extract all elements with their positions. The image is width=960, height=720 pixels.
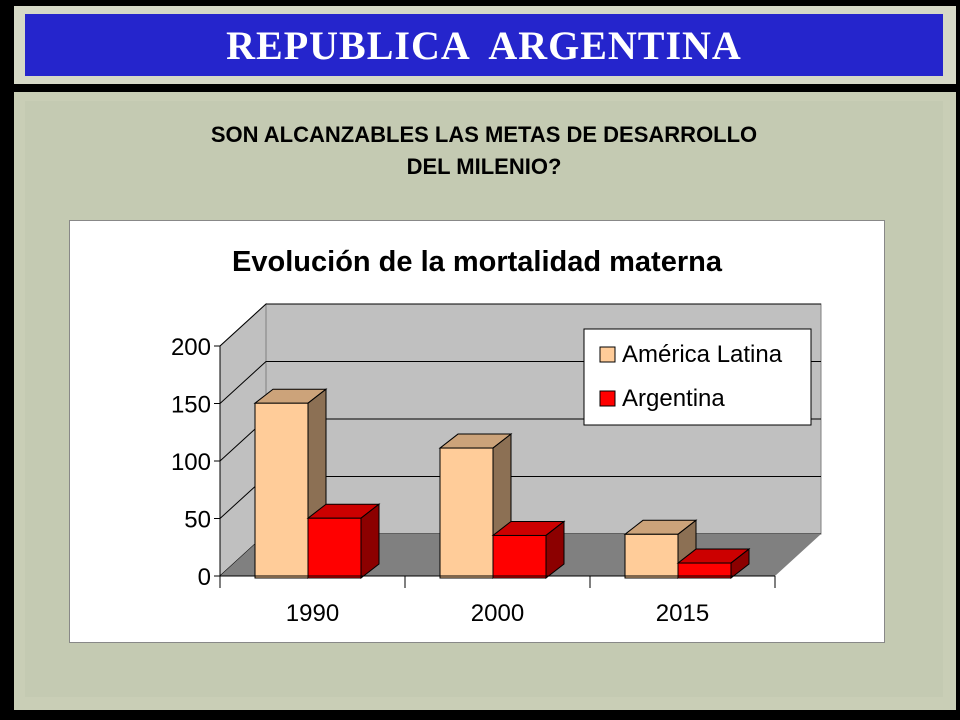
y-tick-label: 100 [171,449,211,476]
legend-label: América Latina [622,341,783,368]
legend-box [583,328,812,426]
bar-front [677,562,732,579]
bar-front [439,447,494,579]
legend-label: Argentina [622,385,725,412]
bar [623,519,698,580]
bar [306,503,381,580]
chart-bars [253,388,751,580]
x-tick-label: 1990 [286,600,339,627]
y-tick-label: 150 [171,392,211,419]
chart-axes: 0 50 100 150 200 1990 2000 2015 [171,334,776,627]
bar [491,520,566,580]
bar-front [254,402,309,579]
y-tick-label: 0 [198,564,211,591]
bar-front [307,517,362,579]
legend-swatch [599,390,616,407]
header-frame: REPUBLICA ARGENTINA [14,6,956,84]
content-area: SON ALCANZABLES LAS METAS DE DESARROLLO … [14,92,956,710]
maternal-mortality-chart: Evolución de la mortalidad materna 0 50 10… [171,246,822,627]
legend-swatch [599,346,616,363]
content-panel: SON ALCANZABLES LAS METAS DE DESARROLLO … [25,101,943,697]
bar [676,548,751,580]
chart-gridline [219,303,821,347]
bar-front [624,533,679,579]
header-bar: REPUBLICA ARGENTINA [25,14,943,76]
y-tick-label: 200 [171,334,211,361]
header-title: REPUBLICA ARGENTINA [226,22,742,68]
bar-front [492,534,547,579]
y-tick-label: 50 [184,507,211,534]
question-line-2: DEL MILENIO? [406,154,562,179]
chart-legend: América Latina Argentina [583,328,812,426]
question-line-1: SON ALCANZABLES LAS METAS DE DESARROLLO [210,122,758,147]
chart-title: Evolución de la mortalidad materna [232,246,723,278]
x-tick-label: 2000 [471,600,524,627]
bar [438,433,513,580]
chart-container: Evolución de la mortalidad materna 0 50 10… [69,220,885,643]
x-tick-label: 2015 [656,600,709,627]
question-text: SON ALCANZABLES LAS METAS DE DESARROLLO … [25,119,943,183]
